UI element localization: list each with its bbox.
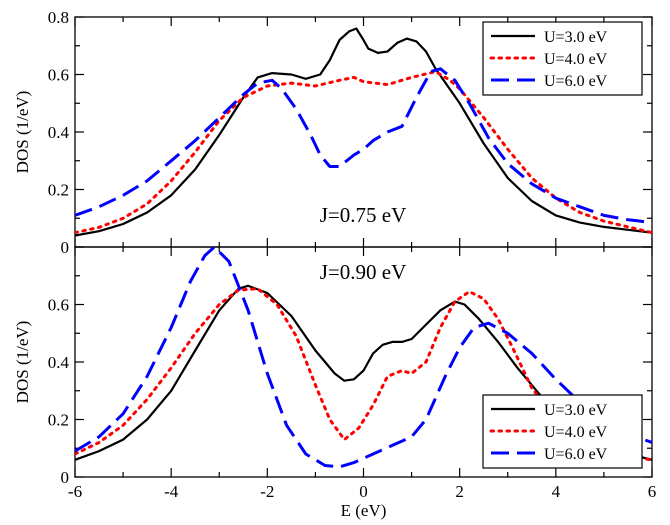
y-tick-label: 0.4 (48, 123, 70, 142)
x-tick-label: -4 (164, 482, 179, 501)
legend-label: U=3.0 eV (544, 29, 608, 46)
x-axis-label: E (eV) (341, 501, 387, 520)
panel-annotation: J=0.75 eV (320, 203, 407, 227)
legend-label: U=4.0 eV (544, 51, 608, 68)
y-axis-label: DOS (1/eV) (13, 91, 32, 174)
y-tick-label: 0.8 (48, 8, 69, 27)
y-tick-label: 0.2 (48, 411, 69, 430)
x-tick-label: -2 (260, 482, 274, 501)
x-tick-label: 2 (455, 482, 464, 501)
y-tick-label: 0 (61, 238, 70, 257)
y-tick-label: 0.4 (48, 353, 70, 372)
y-tick-label: 0.2 (48, 181, 69, 200)
x-tick-label: 6 (648, 482, 657, 501)
y-tick-label: 0.6 (48, 66, 69, 85)
panel-annotation: J=0.90 eV (320, 260, 407, 284)
y-axis-label: DOS (1/eV) (13, 321, 32, 404)
legend-label: U=6.0 eV (544, 73, 608, 90)
x-tick-label: -6 (68, 482, 82, 501)
x-tick-label: 4 (552, 482, 561, 501)
panel-top: 0 0.2 0.4 0.6 0.8 DOS (1/eV) J=0.75 eV U=3.0 eV… (13, 8, 652, 257)
legend-label: U=4.0 eV (544, 424, 608, 441)
legend-label: U=3.0 eV (544, 402, 608, 419)
x-tick-label: 0 (359, 482, 368, 501)
y-tick-label: 0.6 (48, 296, 69, 315)
legend-label: U=6.0 eV (544, 446, 608, 463)
